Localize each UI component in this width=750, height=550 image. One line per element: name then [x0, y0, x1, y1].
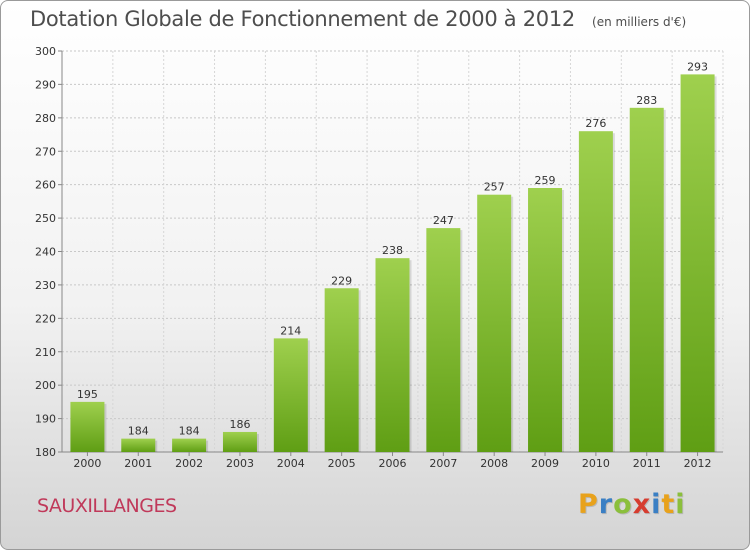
bar-2000 [70, 401, 105, 452]
bar-value-label: 186 [229, 418, 250, 431]
y-tick-label: 210 [35, 346, 56, 359]
logo-letter: i [675, 489, 686, 520]
bar-value-label: 238 [382, 244, 403, 257]
y-tick-label: 260 [35, 179, 56, 192]
bar-2012 [680, 74, 715, 453]
x-tick-label: 2002 [175, 457, 203, 470]
bar-value-label: 184 [179, 425, 200, 438]
y-tick-label: 230 [35, 279, 56, 292]
x-tick-label: 2006 [379, 457, 407, 470]
x-tick-label: 2008 [480, 457, 508, 470]
bar-2010 [578, 131, 613, 452]
y-tick-label: 280 [35, 112, 56, 125]
y-tick-label: 250 [35, 212, 56, 225]
bar-value-label: 247 [433, 214, 454, 227]
logo-letter: r [598, 489, 614, 520]
bar-2003 [222, 431, 257, 452]
x-tick-label: 2011 [633, 457, 661, 470]
bar-2004 [273, 338, 308, 452]
x-tick-label: 2000 [73, 457, 101, 470]
title-row: Dotation Globale de Fonctionnement de 20… [30, 7, 686, 31]
x-tick-label: 2007 [429, 457, 457, 470]
y-tick-label: 180 [35, 446, 56, 459]
y-tick-label: 300 [35, 45, 56, 58]
y-tick-label: 220 [35, 312, 56, 325]
bar-2011 [629, 107, 664, 452]
bar-2009 [528, 188, 563, 452]
logo-letter: x [632, 489, 652, 520]
x-tick-label: 2004 [277, 457, 305, 470]
bar-2001 [121, 438, 156, 452]
x-tick-label: 2012 [684, 457, 712, 470]
chart-unit-note: (en milliers d'€) [592, 15, 687, 29]
x-tick-label: 2009 [531, 457, 559, 470]
bar-value-label: 259 [535, 174, 556, 187]
y-tick-label: 240 [35, 246, 56, 259]
x-tick-label: 2005 [328, 457, 356, 470]
logo-letter: t [661, 489, 676, 520]
bar-value-label: 195 [77, 388, 98, 401]
x-tick-label: 2001 [124, 457, 152, 470]
bar-value-label: 184 [128, 425, 149, 438]
commune-name: SAUXILLANGES [37, 495, 177, 517]
bar-value-label: 257 [484, 181, 505, 194]
bar-value-label: 283 [636, 94, 657, 107]
logo-letter: i [651, 489, 662, 520]
y-tick-label: 190 [35, 413, 56, 426]
logo-letter: P [578, 489, 599, 520]
y-tick-label: 290 [35, 78, 56, 91]
proxiti-logo: Proxiti [578, 489, 686, 520]
y-tick-label: 200 [35, 379, 56, 392]
bar-value-label: 276 [585, 117, 606, 130]
x-tick-label: 2003 [226, 457, 254, 470]
x-tick-label: 2010 [582, 457, 610, 470]
logo-letter: o [613, 489, 633, 520]
bar-2005 [324, 288, 359, 452]
y-tick-label: 270 [35, 145, 56, 158]
bar-value-label: 229 [331, 274, 352, 287]
bar-2007 [426, 228, 461, 452]
bar-2002 [172, 438, 207, 452]
chart-title: Dotation Globale de Fonctionnement de 20… [30, 7, 575, 31]
bar-value-label: 293 [687, 60, 708, 73]
bar-2008 [477, 194, 512, 453]
bar-2006 [375, 258, 410, 452]
bar-value-label: 214 [280, 324, 301, 337]
